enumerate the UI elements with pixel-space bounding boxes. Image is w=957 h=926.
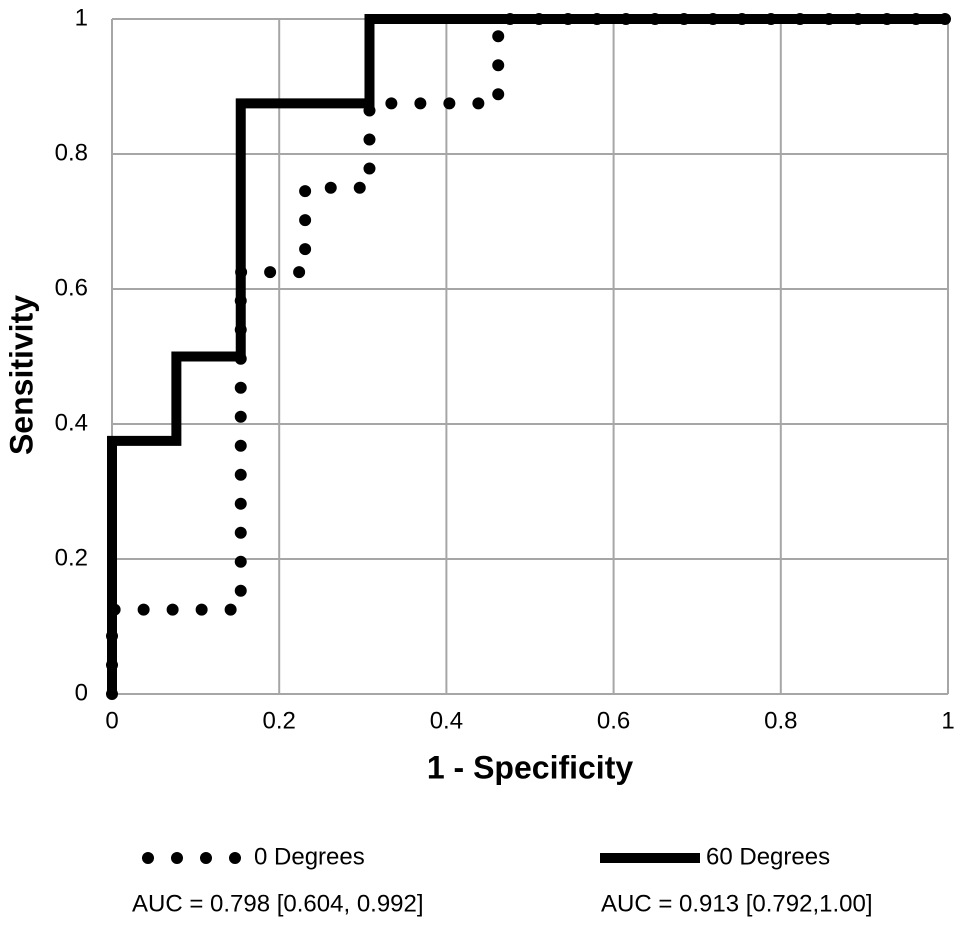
- y-tick-label: 0.6: [55, 274, 88, 301]
- auc-annotation: AUC = 0.798 [0.604, 0.992]: [132, 890, 424, 917]
- x-tick-label: 0.8: [764, 707, 797, 734]
- y-tick-label: 0.2: [55, 544, 88, 571]
- legend-label: 0 Degrees: [254, 843, 365, 870]
- roc-line: [107, 14, 948, 694]
- x-tick-label: 0.4: [430, 707, 463, 734]
- legend-label: 60 Degrees: [706, 843, 830, 870]
- x-tick-label: 1: [941, 707, 954, 734]
- x-tick-label: 0: [105, 707, 118, 734]
- x-tick-label: 0.6: [597, 707, 630, 734]
- y-axis-title: Sensitivity: [3, 295, 39, 455]
- y-tick-label: 0.8: [55, 139, 88, 166]
- y-tick-label: 1: [75, 4, 88, 31]
- x-axis-title: 1 - Specificity: [427, 749, 634, 785]
- x-tick-label: 0.2: [263, 707, 296, 734]
- auc-annotation: AUC = 0.913 [0.792,1.00]: [601, 890, 873, 917]
- roc-line: [106, 13, 954, 700]
- y-tick-label: 0.4: [55, 409, 88, 436]
- y-tick-label: 0: [75, 679, 88, 706]
